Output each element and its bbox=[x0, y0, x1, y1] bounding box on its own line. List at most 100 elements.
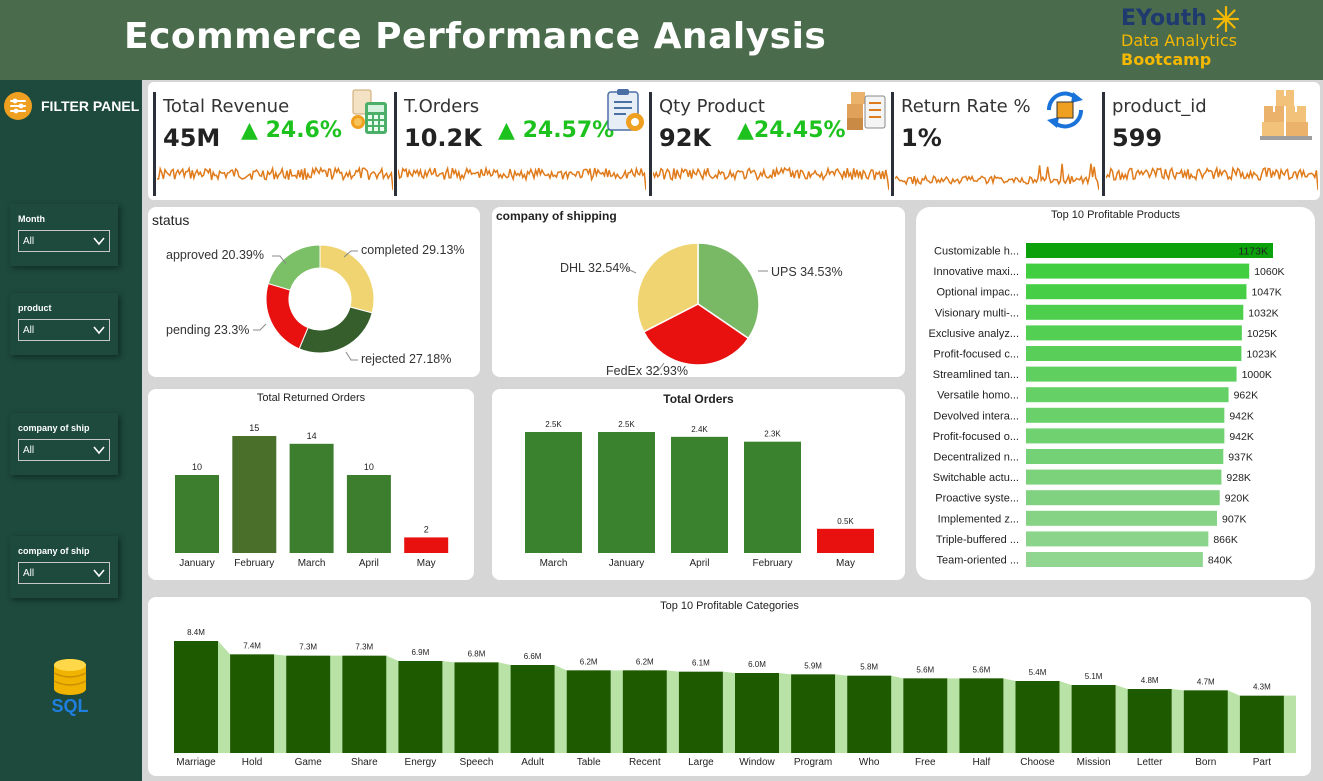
bar-Energy bbox=[398, 661, 443, 753]
bar-Decentralized n... bbox=[1026, 449, 1224, 464]
product-dropdown[interactable]: All bbox=[18, 319, 110, 341]
company-of-ship-dropdown-1[interactable]: All bbox=[18, 439, 110, 461]
tick-label-Part: Part bbox=[1253, 757, 1272, 768]
sparkline-path bbox=[398, 165, 646, 191]
data-label-January: 10 bbox=[192, 462, 202, 472]
tick-label-Large: Large bbox=[688, 757, 714, 768]
bar-Implemented z... bbox=[1026, 510, 1217, 526]
chevron-down-icon bbox=[93, 237, 105, 246]
data-label-Streamlined tan...: 1000K bbox=[1242, 369, 1272, 381]
data-label-May: 2 bbox=[424, 524, 429, 534]
pallet-icon bbox=[1260, 90, 1312, 140]
donut-slice-rejected bbox=[298, 306, 373, 354]
data-label-March: 2.5K bbox=[545, 420, 562, 429]
data-label-Team-oriented ...: 840K bbox=[1208, 555, 1233, 567]
total-orders-card: Total Orders 2.5K March 2.5K January 2.4K Apr… bbox=[492, 389, 905, 580]
bar-connector bbox=[498, 662, 511, 753]
bar-connector bbox=[835, 674, 848, 753]
data-label-Choose: 5.4M bbox=[1029, 668, 1047, 677]
tick-label-Devolved intera...: Devolved intera... bbox=[933, 410, 1019, 422]
status-card: status completed 29.13% rejected 27.18% pe… bbox=[148, 207, 480, 377]
tick-label-Born: Born bbox=[1195, 757, 1216, 768]
bar-Versatile homo... bbox=[1026, 387, 1229, 403]
tick-label-Energy: Energy bbox=[405, 757, 437, 768]
kpi-change: ▲24.45% bbox=[737, 118, 846, 143]
tick-label-February: February bbox=[234, 558, 274, 569]
bar-Program bbox=[791, 674, 836, 753]
bar-Marriage bbox=[174, 641, 218, 753]
bar-April bbox=[346, 475, 391, 553]
kpi-total-orders: T.Orders 10.2K ▲ 24.57% bbox=[394, 88, 646, 196]
filter-product-label: product bbox=[18, 303, 52, 313]
bar-Free bbox=[903, 678, 948, 753]
tick-label-Proactive syste...: Proactive syste... bbox=[935, 493, 1019, 505]
data-label-Program: 5.9M bbox=[804, 661, 822, 670]
data-label-February: 15 bbox=[249, 423, 259, 433]
filter-company-of-ship-1: company of ship All bbox=[10, 413, 118, 475]
kpi-value: 92K bbox=[659, 124, 711, 152]
bar-connector bbox=[218, 641, 231, 753]
bar-Exclusive analyz... bbox=[1026, 325, 1242, 341]
leader-line bbox=[657, 362, 665, 372]
data-label-March: 14 bbox=[307, 431, 317, 441]
data-label-Speech: 6.8M bbox=[468, 649, 486, 658]
tick-label-Recent: Recent bbox=[629, 757, 661, 768]
kpi-return-rate: Return Rate % 1% bbox=[891, 88, 1101, 196]
kpi-sparkline bbox=[1106, 165, 1318, 191]
bar-Profit-focused c... bbox=[1026, 346, 1242, 361]
bar-Streamlined tan... bbox=[1026, 366, 1237, 382]
tick-label-Half: Half bbox=[973, 757, 991, 768]
tick-label-Implemented z...: Implemented z... bbox=[938, 513, 1019, 525]
kpi-divider bbox=[1102, 92, 1105, 196]
status-label-approved: approved 20.39% bbox=[166, 248, 264, 262]
tick-label-Customizable h...: Customizable h... bbox=[934, 246, 1019, 258]
kpi-value: 45M bbox=[163, 124, 221, 152]
returned-orders-title: Total Returned Orders bbox=[256, 392, 366, 404]
sql-database-icon: SQL bbox=[51, 659, 89, 716]
data-label-Triple-buffered ...: 866K bbox=[1213, 534, 1238, 546]
tick-label-Adult: Adult bbox=[521, 757, 544, 768]
filter-company-label-2: company of ship bbox=[18, 546, 90, 556]
bar-Switchable actu... bbox=[1026, 469, 1222, 485]
kpi-value: 1% bbox=[901, 124, 942, 152]
bar-Devolved intera... bbox=[1026, 407, 1225, 423]
chevron-down-icon bbox=[93, 446, 105, 455]
tick-label-Visionary multi-...: Visionary multi-... bbox=[935, 307, 1019, 319]
kpi-change-value: 24.6% bbox=[265, 118, 342, 143]
bar-Proactive syste... bbox=[1026, 490, 1220, 506]
bar-Choose bbox=[1015, 681, 1060, 753]
bar-May bbox=[817, 528, 874, 553]
tick-label-Exclusive analyz...: Exclusive analyz... bbox=[929, 328, 1019, 340]
status-title: status bbox=[152, 212, 190, 228]
kpi-sparkline bbox=[653, 165, 889, 191]
month-dropdown[interactable]: All bbox=[18, 230, 110, 252]
data-label-January: 2.5K bbox=[618, 420, 635, 429]
brand-line-2: Data Analytics bbox=[1121, 31, 1237, 50]
data-label-Free: 5.6M bbox=[916, 665, 934, 674]
bar-Table bbox=[566, 670, 611, 753]
tick-label-Versatile homo...: Versatile homo... bbox=[937, 390, 1019, 402]
kpi-change: ▲ 24.6% bbox=[241, 118, 342, 143]
return-icon bbox=[1046, 91, 1084, 129]
filter-panel-label: FILTER PANEL bbox=[41, 98, 140, 114]
kpi-total-revenue: Total Revenue 45M ▲ 24.6% bbox=[153, 88, 393, 196]
tick-label-Free: Free bbox=[915, 757, 936, 768]
shipping-label-FedEx: FedEx 32.93% bbox=[606, 364, 688, 377]
company-of-ship-dropdown-2[interactable]: All bbox=[18, 562, 110, 584]
product-dropdown-value: All bbox=[23, 325, 35, 336]
tick-label-Profit-focused c...: Profit-focused c... bbox=[933, 349, 1019, 361]
data-label-Marriage: 8.4M bbox=[187, 628, 205, 637]
bar-Team-oriented ... bbox=[1026, 552, 1203, 567]
kpi-label: Return Rate % bbox=[901, 96, 1031, 117]
bar-Part bbox=[1239, 695, 1284, 753]
shipping-label-DHL: DHL 32.54% bbox=[560, 261, 630, 275]
kpi-change-value: 24.57% bbox=[522, 118, 615, 143]
kpi-sparkline bbox=[895, 163, 1099, 191]
top-products-title: Top 10 Profitable Products bbox=[1050, 209, 1181, 221]
bar-April bbox=[671, 436, 728, 553]
data-label-Innovative maxi...: 1060K bbox=[1254, 266, 1284, 278]
bar-Mission bbox=[1071, 685, 1116, 753]
sparkline-path bbox=[653, 165, 889, 191]
bar-connector bbox=[442, 661, 455, 753]
status-label-pending: pending 23.3% bbox=[166, 323, 249, 337]
